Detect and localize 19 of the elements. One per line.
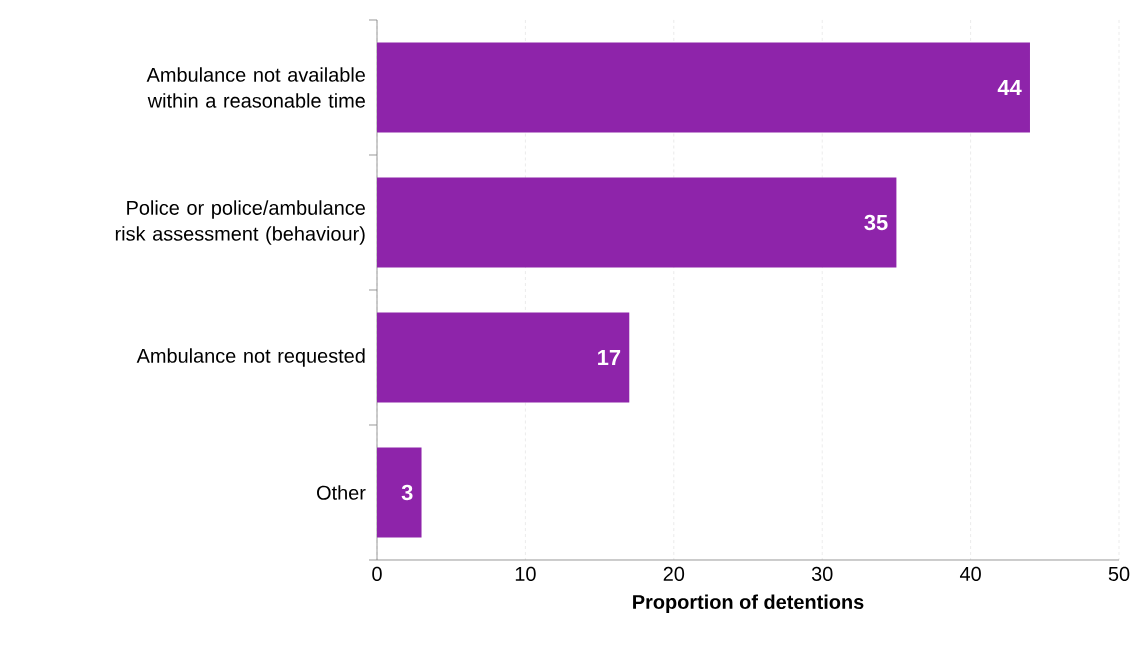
- y-tick-label: Other: [317, 485, 366, 500]
- data-label: 3: [401, 484, 413, 501]
- data-label: 17: [598, 349, 621, 366]
- y-tick-label: Ambulance not available within a reasonable time: [146, 67, 365, 108]
- y-tick-label: Police or police/ambulance risk assessment (behaviour): [115, 200, 365, 245]
- y-tick-label: Ambulance not requested: [136, 348, 365, 367]
- bar: [377, 177, 897, 268]
- x-tick-label: 30: [811, 566, 833, 581]
- bar: [377, 447, 422, 538]
- x-tick-label: 10: [515, 566, 536, 581]
- bar: [377, 312, 630, 403]
- data-label: 44: [997, 79, 1022, 96]
- x-tick-label: 20: [663, 566, 685, 581]
- x-axis-title: Proportion of detentions: [633, 594, 864, 613]
- data-label: 35: [864, 214, 888, 231]
- bar: [377, 42, 1030, 133]
- x-tick-label: 50: [1108, 566, 1130, 581]
- x-tick-label: 40: [959, 566, 981, 581]
- x-tick-label: 0: [372, 566, 382, 581]
